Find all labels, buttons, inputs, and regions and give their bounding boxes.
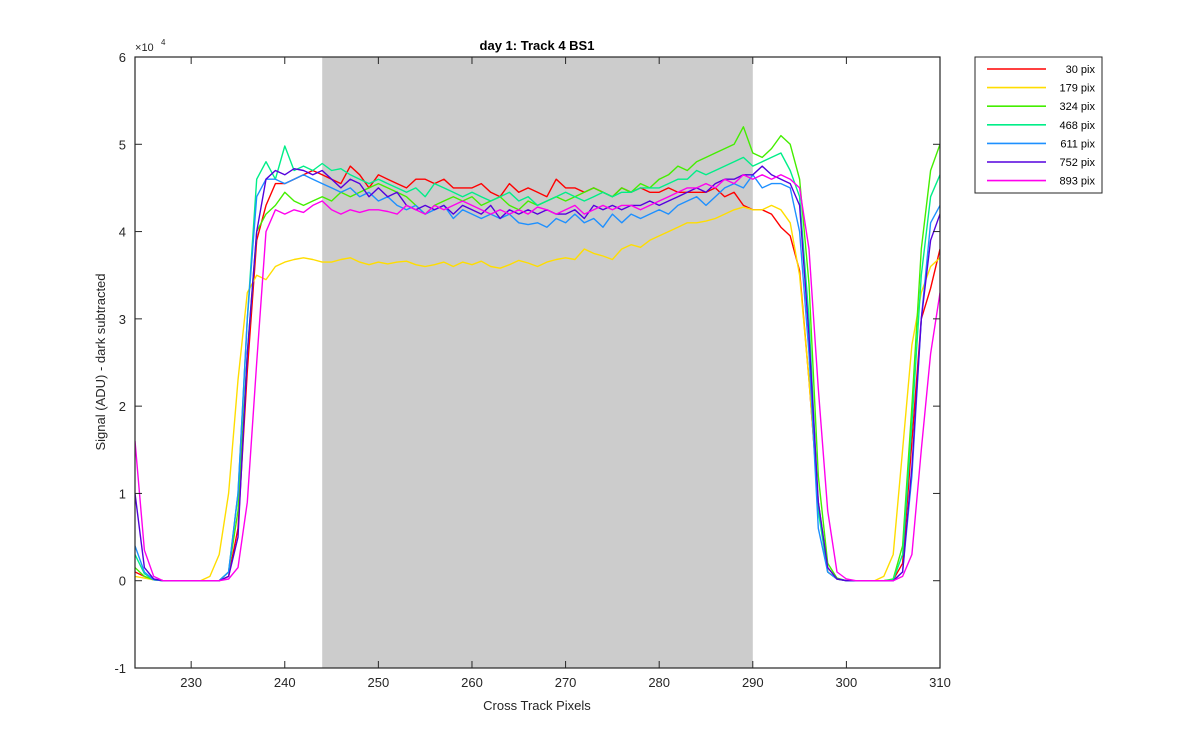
x-axis-label: Cross Track Pixels <box>483 698 591 713</box>
legend-item[interactable]: 324 pix <box>987 101 1095 113</box>
y-axis-label: Signal (ADU) - dark subtracted <box>93 273 108 450</box>
x-tick-label: 270 <box>555 675 577 690</box>
series-line-6 <box>135 165 940 582</box>
plot-frame <box>134 56 941 669</box>
x-tick-label: 300 <box>836 675 858 690</box>
legend-label: 324 pix <box>1060 101 1096 113</box>
y-tick-label: 0 <box>119 574 126 589</box>
legend-label: 179 pix <box>1060 83 1096 95</box>
legend-label: 893 pix <box>1060 176 1096 188</box>
legend-item[interactable]: 30 pix <box>987 64 1095 76</box>
y-tick-label: 6 <box>119 50 126 65</box>
series-line-2 <box>135 204 940 582</box>
series-line-4 <box>135 145 940 582</box>
legend-item[interactable]: 752 pix <box>987 157 1095 169</box>
y-tick-label: -1 <box>114 661 126 676</box>
x-tick-label: 240 <box>274 675 296 690</box>
y-exponent-prefix: × <box>135 42 141 54</box>
x-tick-label: 310 <box>929 675 951 690</box>
legend[interactable]: 30 pix 179 pix 324 pix 468 pix 611 pix 752 pi… <box>974 56 1103 194</box>
y-exponent-label: ×10 4 <box>135 38 166 54</box>
y-tick-label: 2 <box>119 399 126 414</box>
legend-label: 611 pix <box>1060 138 1095 150</box>
legend-item[interactable]: 468 pix <box>987 120 1095 132</box>
svg-text:×10: ×10 <box>135 42 154 54</box>
legend-item[interactable]: 611 pix <box>987 138 1095 150</box>
y-tick-label: 1 <box>119 486 126 501</box>
chart-title: day 1: Track 4 BS1 <box>480 38 595 53</box>
y-exponent-base: 10 <box>141 42 153 54</box>
legend-item[interactable]: 893 pix <box>987 176 1095 188</box>
x-tick-label: 280 <box>648 675 670 690</box>
legend-label: 468 pix <box>1060 120 1096 132</box>
x-tick-label: 290 <box>742 675 764 690</box>
x-tick-label: 230 <box>180 675 202 690</box>
x-tick-label: 260 <box>461 675 483 690</box>
shaded-region <box>322 57 753 668</box>
y-exponent-power: 4 <box>161 38 166 47</box>
legend-label: 30 pix <box>1066 64 1096 76</box>
legend-item[interactable]: 179 pix <box>987 83 1095 95</box>
y-tick-label: 5 <box>119 137 126 152</box>
series-line-5 <box>135 174 940 582</box>
y-tick-label: 3 <box>119 312 126 327</box>
x-tick-label: 250 <box>368 675 390 690</box>
legend-label: 752 pix <box>1060 157 1096 169</box>
series-line-7 <box>135 174 940 582</box>
y-tick-label: 4 <box>119 225 126 240</box>
